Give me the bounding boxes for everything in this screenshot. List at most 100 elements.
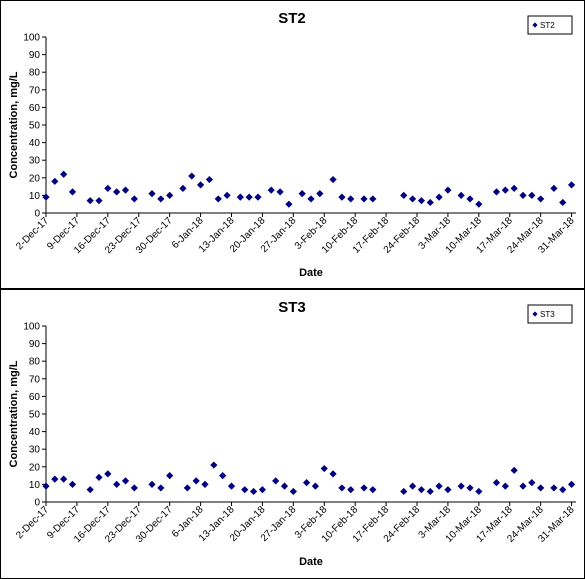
data-point xyxy=(188,172,196,180)
data-point xyxy=(567,480,576,488)
y-tick-label: 60 xyxy=(29,392,41,403)
y-tick-label: 100 xyxy=(23,322,40,333)
y-tick-label: 0 xyxy=(34,498,40,509)
data-point xyxy=(510,466,518,474)
data-point xyxy=(210,461,218,469)
data-point xyxy=(457,191,465,199)
y-axis-label: Concentration, mg/L xyxy=(8,360,20,467)
data-point xyxy=(408,482,417,490)
data-point xyxy=(466,484,474,492)
data-point xyxy=(408,195,417,203)
data-point xyxy=(113,480,121,488)
x-axis-label: Date xyxy=(299,556,323,568)
y-tick-label: 90 xyxy=(29,50,41,61)
chart-title: ST3 xyxy=(278,299,306,316)
data-point xyxy=(95,197,103,205)
data-point xyxy=(307,195,315,203)
data-point xyxy=(444,186,452,194)
data-point xyxy=(86,486,94,494)
data-point xyxy=(51,177,59,185)
legend-marker-icon xyxy=(532,22,538,28)
legend-marker-icon xyxy=(532,311,538,317)
data-point xyxy=(258,486,267,494)
data-point xyxy=(298,190,306,198)
data-point xyxy=(417,486,426,494)
data-point xyxy=(369,195,377,203)
x-tick-label: 2-Dec-17 xyxy=(14,504,51,541)
data-point xyxy=(347,195,355,203)
data-point xyxy=(289,487,297,496)
data-point xyxy=(157,195,165,203)
data-point xyxy=(519,191,527,199)
data-point xyxy=(528,479,536,487)
data-point xyxy=(338,193,346,201)
data-point xyxy=(475,487,483,496)
legend-label: ST2 xyxy=(540,21,555,30)
y-tick-label: 80 xyxy=(29,68,41,79)
data-point xyxy=(338,484,346,492)
data-point xyxy=(537,484,545,492)
data-point xyxy=(254,193,262,201)
data-point xyxy=(227,482,236,490)
data-point xyxy=(241,486,249,494)
data-point xyxy=(559,486,567,494)
data-point xyxy=(60,475,68,483)
y-tick-label: 40 xyxy=(29,138,41,149)
data-point xyxy=(537,195,545,203)
data-point xyxy=(311,482,320,490)
x-axis-label: Date xyxy=(299,267,323,279)
data-point xyxy=(51,475,59,483)
y-tick-label: 0 xyxy=(34,209,40,220)
data-point xyxy=(130,484,138,492)
data-point xyxy=(68,480,77,488)
data-point xyxy=(236,193,244,201)
y-tick-label: 20 xyxy=(29,462,41,473)
legend-label: ST3 xyxy=(540,310,555,319)
data-point xyxy=(400,191,408,199)
data-point xyxy=(86,197,94,205)
data-point xyxy=(426,198,434,207)
data-point xyxy=(329,175,337,184)
data-point xyxy=(475,200,483,208)
y-tick-label: 80 xyxy=(29,357,41,368)
y-tick-label: 40 xyxy=(29,427,41,438)
data-point xyxy=(104,184,112,192)
data-point xyxy=(121,186,130,194)
data-point xyxy=(223,191,231,199)
data-point xyxy=(492,188,501,196)
data-point xyxy=(166,191,174,199)
y-tick-label: 30 xyxy=(29,445,41,456)
data-point xyxy=(417,197,426,205)
data-point xyxy=(329,470,337,478)
y-tick-label: 60 xyxy=(29,103,41,114)
data-point xyxy=(426,487,434,496)
data-point xyxy=(219,472,227,480)
data-point xyxy=(148,190,156,198)
data-point xyxy=(435,193,443,201)
data-point xyxy=(196,181,205,189)
data-point xyxy=(320,464,328,473)
x-tick-label: 2-Dec-17 xyxy=(14,215,51,252)
data-point xyxy=(285,200,293,208)
y-tick-label: 70 xyxy=(29,85,41,96)
y-tick-label: 10 xyxy=(29,480,41,491)
data-point xyxy=(400,487,408,496)
data-point xyxy=(316,190,324,198)
data-point xyxy=(245,193,253,201)
data-point xyxy=(104,470,112,478)
data-point xyxy=(201,480,209,488)
data-point xyxy=(501,186,509,194)
data-point xyxy=(550,184,558,192)
data-point xyxy=(347,486,355,494)
legend-box xyxy=(527,15,573,35)
y-tick-label: 50 xyxy=(29,121,41,132)
data-point xyxy=(567,181,576,189)
data-point xyxy=(550,484,558,492)
chart-svg-st2: ST2 Concentration, mg/L Date 0 10 20 30 40 50 60 7… xyxy=(8,10,577,279)
y-tick-label: 30 xyxy=(29,156,41,167)
data-point xyxy=(466,195,474,203)
data-point xyxy=(130,195,138,203)
data-point xyxy=(95,473,103,481)
data-point xyxy=(276,188,284,196)
chart-svg-st3: ST3 Concentration, mg/L Date 0 10 20 30 40 50 60 7… xyxy=(8,299,577,568)
